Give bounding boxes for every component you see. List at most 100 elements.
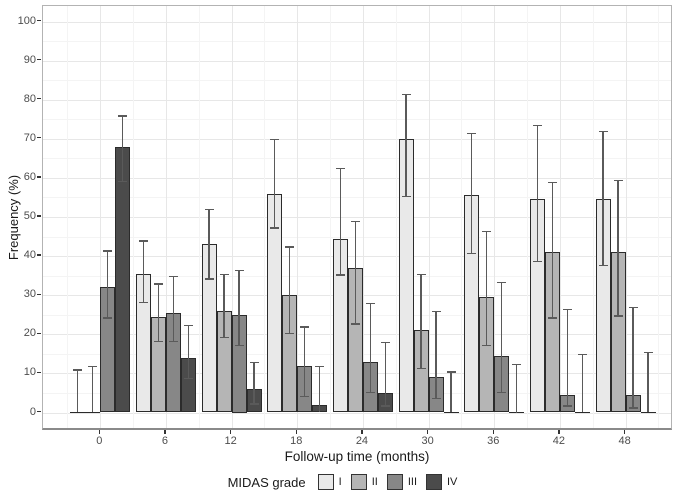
x-tick-label: 6 bbox=[161, 435, 169, 447]
gridline bbox=[43, 412, 671, 414]
error-bar-cap bbox=[365, 391, 375, 393]
error-bar bbox=[304, 326, 306, 397]
gridline bbox=[362, 6, 364, 428]
error-bar-cap bbox=[335, 168, 345, 170]
error-bar bbox=[486, 230, 488, 347]
gridline bbox=[43, 217, 671, 218]
x-axis-tick bbox=[426, 430, 429, 434]
error-bar bbox=[157, 283, 160, 343]
error-bar-cap bbox=[467, 252, 477, 255]
error-bar-cap bbox=[446, 371, 456, 373]
error-bar bbox=[122, 115, 124, 182]
error-bar-cap bbox=[380, 405, 390, 407]
legend-item: III bbox=[386, 474, 417, 490]
error-bar-cap bbox=[249, 361, 259, 363]
x-axis-tick bbox=[558, 430, 560, 434]
gridline bbox=[461, 6, 463, 428]
error-bar-cap bbox=[285, 333, 295, 335]
error-bar-cap bbox=[547, 317, 557, 319]
error-bar bbox=[208, 209, 210, 280]
plot-area bbox=[42, 5, 672, 430]
error-bar bbox=[420, 273, 422, 370]
error-bar bbox=[471, 132, 473, 255]
error-bar-cap bbox=[628, 407, 638, 409]
error-bar bbox=[369, 303, 372, 393]
error-bar-cap bbox=[598, 264, 608, 266]
error-bar bbox=[501, 281, 503, 393]
legend-label: I bbox=[338, 476, 342, 488]
error-bar-cap bbox=[416, 368, 426, 370]
gridline bbox=[43, 99, 671, 101]
error-bar bbox=[581, 353, 584, 413]
legend-swatch-II bbox=[350, 474, 367, 490]
error-bar-cap bbox=[598, 130, 608, 133]
error-bar-cap bbox=[497, 391, 507, 393]
error-bar bbox=[77, 369, 79, 413]
gridline bbox=[100, 6, 102, 428]
error-bar-cap bbox=[118, 180, 128, 182]
y-axis-tick bbox=[37, 176, 41, 178]
gridline bbox=[43, 80, 671, 82]
error-bar-cap bbox=[285, 246, 295, 248]
error-bar bbox=[354, 220, 357, 325]
y-axis-tick bbox=[37, 215, 41, 217]
y-tick-label: 0 bbox=[29, 405, 36, 418]
y-tick-label: 40 bbox=[23, 249, 36, 262]
error-bar-cap bbox=[401, 93, 411, 96]
x-tick-label: 12 bbox=[224, 435, 237, 447]
error-bar-cap bbox=[219, 273, 229, 275]
error-bar-cap bbox=[270, 227, 280, 229]
error-bar bbox=[536, 125, 539, 262]
y-tick-label: 70 bbox=[23, 131, 36, 144]
gridline bbox=[43, 138, 671, 140]
legend-item: IV bbox=[426, 474, 457, 490]
error-bar-cap bbox=[153, 340, 163, 343]
error-bar bbox=[187, 324, 190, 380]
error-bar bbox=[617, 179, 619, 317]
gridline bbox=[43, 256, 671, 258]
gridline bbox=[43, 236, 671, 238]
y-axis-tick bbox=[37, 410, 41, 413]
error-bar-cap bbox=[613, 315, 623, 317]
error-bar bbox=[289, 246, 291, 335]
error-bar-cap bbox=[73, 369, 83, 371]
error-bar bbox=[450, 371, 452, 413]
error-bar-cap bbox=[168, 275, 178, 277]
gridline bbox=[67, 6, 69, 428]
error-bar-cap bbox=[300, 395, 310, 397]
gridline bbox=[658, 6, 660, 428]
x-axis-tick bbox=[623, 430, 626, 434]
y-tick-label: 60 bbox=[23, 170, 36, 183]
legend-item: II bbox=[350, 474, 378, 490]
legend: MIDAS grade I II III IV bbox=[0, 471, 685, 493]
gridline bbox=[133, 6, 135, 428]
x-tick-label: 42 bbox=[552, 435, 566, 447]
error-bar-cap bbox=[562, 405, 572, 407]
error-bar-cap bbox=[401, 196, 411, 198]
y-tick-label: 90 bbox=[23, 53, 36, 66]
error-bar-cap bbox=[138, 301, 148, 304]
gridline bbox=[428, 6, 430, 428]
error-bar bbox=[566, 308, 569, 407]
y-axis-tick bbox=[37, 332, 41, 334]
error-bar bbox=[632, 306, 634, 409]
error-bar bbox=[551, 181, 554, 319]
x-axis-tick bbox=[98, 430, 100, 434]
y-tick-label: 10 bbox=[23, 366, 36, 379]
x-axis-tick bbox=[229, 430, 232, 434]
error-bar-cap bbox=[270, 138, 280, 141]
x-axis-tick bbox=[164, 430, 166, 434]
gridline bbox=[395, 6, 397, 428]
error-bar-cap bbox=[234, 344, 244, 347]
error-bar-cap bbox=[138, 240, 148, 242]
error-bar-cap bbox=[204, 278, 214, 280]
error-bar-cap bbox=[335, 274, 345, 276]
error-bar-cap bbox=[183, 324, 193, 326]
gridline bbox=[297, 6, 299, 428]
error-bar-cap bbox=[532, 260, 542, 262]
error-bar-cap bbox=[562, 308, 572, 311]
y-axis-tick bbox=[37, 293, 41, 295]
gridline bbox=[592, 6, 594, 428]
error-bar-cap bbox=[183, 377, 193, 380]
